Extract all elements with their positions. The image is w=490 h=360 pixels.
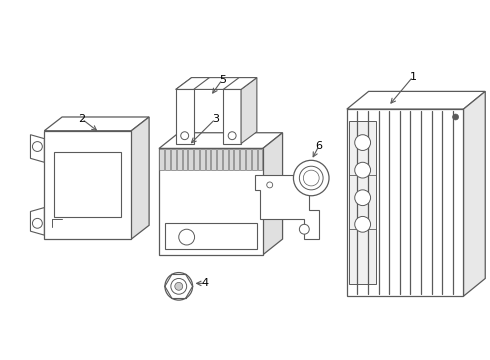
Polygon shape [188,149,193,170]
Text: 1: 1 [410,72,416,82]
Text: 3: 3 [212,114,219,124]
Polygon shape [229,149,233,170]
Polygon shape [200,149,205,170]
Circle shape [165,273,193,300]
Circle shape [267,182,272,188]
Polygon shape [246,149,251,170]
Polygon shape [165,223,257,249]
Circle shape [303,170,319,186]
Polygon shape [176,89,194,144]
Circle shape [355,190,370,206]
Polygon shape [171,149,176,170]
Polygon shape [159,133,283,148]
Polygon shape [349,121,376,284]
Polygon shape [165,149,170,170]
Polygon shape [183,149,187,170]
Polygon shape [176,78,257,89]
Circle shape [32,219,42,228]
Polygon shape [217,149,222,170]
Polygon shape [223,89,241,144]
Polygon shape [223,78,257,89]
Circle shape [228,132,236,140]
Text: 5: 5 [219,75,226,85]
Circle shape [181,132,189,140]
Circle shape [355,135,370,150]
Polygon shape [255,175,319,239]
Circle shape [355,162,370,178]
Circle shape [171,278,187,294]
Circle shape [306,173,316,183]
Circle shape [179,229,195,245]
Text: 2: 2 [78,114,85,124]
Polygon shape [258,149,262,170]
Polygon shape [347,91,485,109]
Polygon shape [263,133,283,255]
Polygon shape [234,149,239,170]
Text: 4: 4 [202,278,209,288]
Polygon shape [347,109,464,296]
Polygon shape [159,149,164,170]
Polygon shape [240,149,245,170]
Polygon shape [194,149,199,170]
Text: 6: 6 [316,140,322,150]
Circle shape [355,216,370,232]
Polygon shape [44,131,131,239]
Polygon shape [159,148,263,255]
Circle shape [299,166,323,190]
Polygon shape [464,91,485,296]
Circle shape [32,141,42,152]
Polygon shape [241,78,257,144]
Polygon shape [176,78,209,89]
Polygon shape [177,149,182,170]
Polygon shape [223,149,228,170]
Polygon shape [30,208,44,235]
Polygon shape [211,149,216,170]
Polygon shape [206,149,210,170]
Circle shape [299,224,309,234]
Circle shape [175,282,183,290]
Polygon shape [44,117,149,131]
Circle shape [294,160,329,196]
Polygon shape [131,117,149,239]
Polygon shape [252,149,257,170]
Polygon shape [30,135,44,162]
Polygon shape [54,152,122,217]
Circle shape [453,114,459,120]
